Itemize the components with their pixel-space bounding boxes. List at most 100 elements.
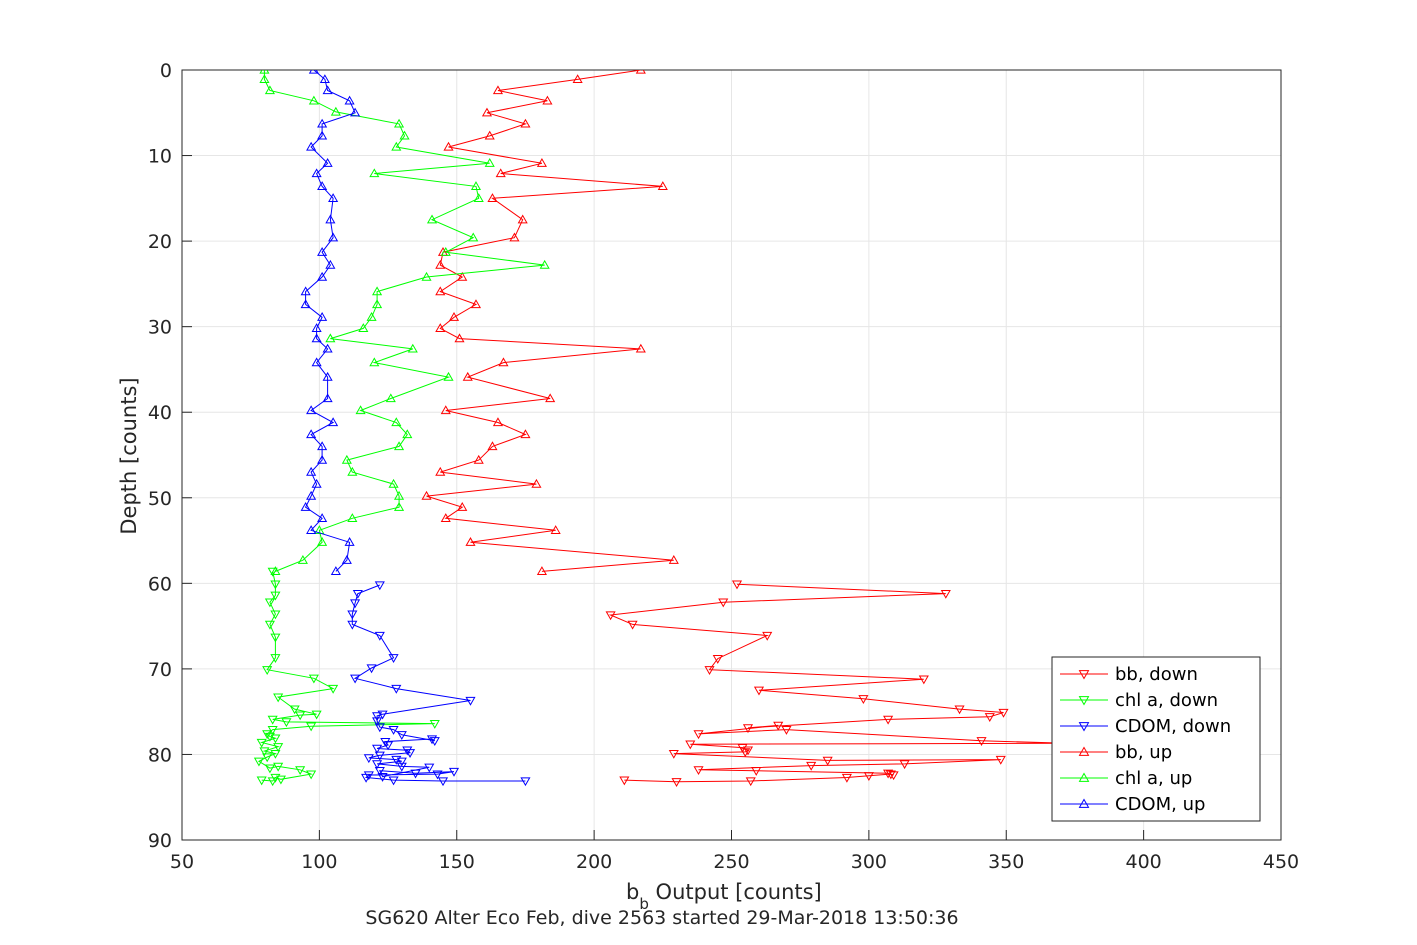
data-point-marker xyxy=(495,168,506,178)
data-point-marker xyxy=(341,454,352,464)
data-point-marker xyxy=(520,118,531,128)
data-point-marker xyxy=(539,259,550,269)
data-point-marker xyxy=(270,654,281,663)
data-point-marker xyxy=(363,754,374,764)
legend-label: chl a, down xyxy=(1115,690,1218,711)
data-point-marker xyxy=(391,684,402,694)
data-point-marker xyxy=(393,441,405,451)
x-axis-label: bb Output [counts] xyxy=(626,880,822,913)
data-point-marker xyxy=(572,74,583,84)
data-point-marker xyxy=(509,232,520,242)
data-point-marker xyxy=(517,214,528,224)
data-point-marker xyxy=(751,767,762,776)
data-point-marker xyxy=(432,770,443,780)
data-point-marker xyxy=(267,715,278,725)
data-point-marker xyxy=(545,393,556,403)
data-point-marker xyxy=(306,141,317,151)
data-point-marker xyxy=(374,631,385,641)
data-point-marker xyxy=(317,441,328,451)
data-point-marker xyxy=(393,490,405,500)
y-tick-label: 90 xyxy=(148,830,172,852)
data-point-marker xyxy=(465,696,476,706)
data-point-marker xyxy=(685,740,696,750)
data-point-marker xyxy=(426,735,438,745)
data-point-marker xyxy=(435,323,446,333)
data-point-marker xyxy=(295,766,306,776)
data-point-marker xyxy=(306,405,317,415)
data-point-marker xyxy=(350,107,361,117)
data-point-marker xyxy=(393,501,405,511)
data-point-marker xyxy=(731,580,743,590)
data-point-marker xyxy=(350,599,361,609)
data-point-marker xyxy=(374,767,385,776)
data-point-marker xyxy=(372,299,383,309)
data-point-marker xyxy=(396,731,407,740)
data-point-marker xyxy=(366,312,377,321)
y-tick-label: 50 xyxy=(148,488,172,510)
data-point-marker xyxy=(270,734,281,744)
data-point-marker xyxy=(984,713,995,723)
data-point-marker xyxy=(745,777,756,787)
data-point-marker xyxy=(440,513,451,522)
data-point-marker xyxy=(347,620,358,630)
data-point-marker xyxy=(317,513,328,522)
data-point-marker xyxy=(311,333,322,343)
data-point-marker xyxy=(762,631,773,641)
data-point-marker xyxy=(264,764,275,774)
data-point-marker xyxy=(888,771,899,781)
data-point-marker xyxy=(372,760,383,770)
data-point-marker xyxy=(954,705,965,715)
data-point-marker xyxy=(275,775,286,785)
legend: bb, down chl a, down CDOM, down bb, up chl a… xyxy=(1051,656,1261,822)
data-point-marker xyxy=(448,312,460,321)
data-point-marker xyxy=(273,743,284,752)
data-point-marker xyxy=(317,537,328,546)
data-point-marker xyxy=(742,724,754,734)
data-point-marker xyxy=(366,664,377,674)
legend-entry: bb, down xyxy=(1060,664,1198,685)
legend-marker xyxy=(1078,746,1090,756)
data-point-marker xyxy=(369,168,380,178)
data-point-marker xyxy=(374,723,385,733)
data-point-marker xyxy=(380,737,391,747)
data-point-marker xyxy=(262,730,273,740)
data-point-marker xyxy=(391,141,402,151)
data-point-marker xyxy=(347,513,358,522)
legend-marker xyxy=(1078,772,1090,782)
data-point-marker xyxy=(443,141,454,151)
legend-entry: CDOM, down xyxy=(1060,716,1231,737)
data-point-marker xyxy=(311,357,322,367)
data-point-marker xyxy=(718,598,729,608)
x-tick-label: 450 xyxy=(1263,851,1299,873)
data-point-marker xyxy=(363,771,374,781)
data-point-marker xyxy=(267,567,278,577)
data-point-marker xyxy=(374,581,385,591)
data-point-marker xyxy=(841,773,852,783)
legend-entry: chl a, up xyxy=(1060,768,1192,789)
data-point-marker xyxy=(421,271,432,281)
data-point-marker xyxy=(300,299,311,309)
data-point-marker xyxy=(520,777,531,787)
data-point-marker xyxy=(300,501,311,511)
data-point-marker xyxy=(940,589,951,599)
data-point-marker xyxy=(487,193,498,202)
axis-ticks: 50 100 150 200 250 300 350 400 450 0 10 20 30 40 50 60 7… xyxy=(148,60,1299,873)
data-point-marker xyxy=(531,478,542,488)
data-point-marker xyxy=(270,591,281,601)
data-point-marker xyxy=(440,247,451,256)
legend-entry: bb, up xyxy=(1060,742,1172,763)
data-point-marker xyxy=(635,343,646,353)
data-point-marker xyxy=(520,429,531,439)
data-point-marker xyxy=(306,770,317,780)
data-point-marker xyxy=(536,566,547,576)
data-point-marker xyxy=(448,767,460,777)
data-point-marker xyxy=(322,343,333,353)
data-point-marker xyxy=(627,620,638,630)
data-point-marker xyxy=(306,722,317,732)
data-point-marker xyxy=(328,193,339,202)
data-point-marker xyxy=(737,743,748,753)
data-point-marker xyxy=(306,429,317,439)
data-point-marker xyxy=(704,666,715,675)
y-tick-label: 0 xyxy=(160,60,172,82)
series-line xyxy=(351,584,526,782)
